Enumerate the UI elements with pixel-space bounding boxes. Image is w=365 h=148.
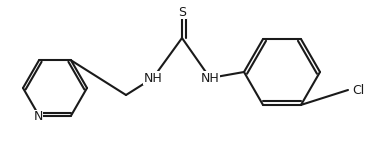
Text: NH: NH bbox=[143, 71, 162, 85]
Text: Cl: Cl bbox=[352, 83, 364, 96]
Text: S: S bbox=[178, 5, 186, 18]
Text: N: N bbox=[33, 110, 43, 123]
Text: NH: NH bbox=[201, 71, 219, 85]
